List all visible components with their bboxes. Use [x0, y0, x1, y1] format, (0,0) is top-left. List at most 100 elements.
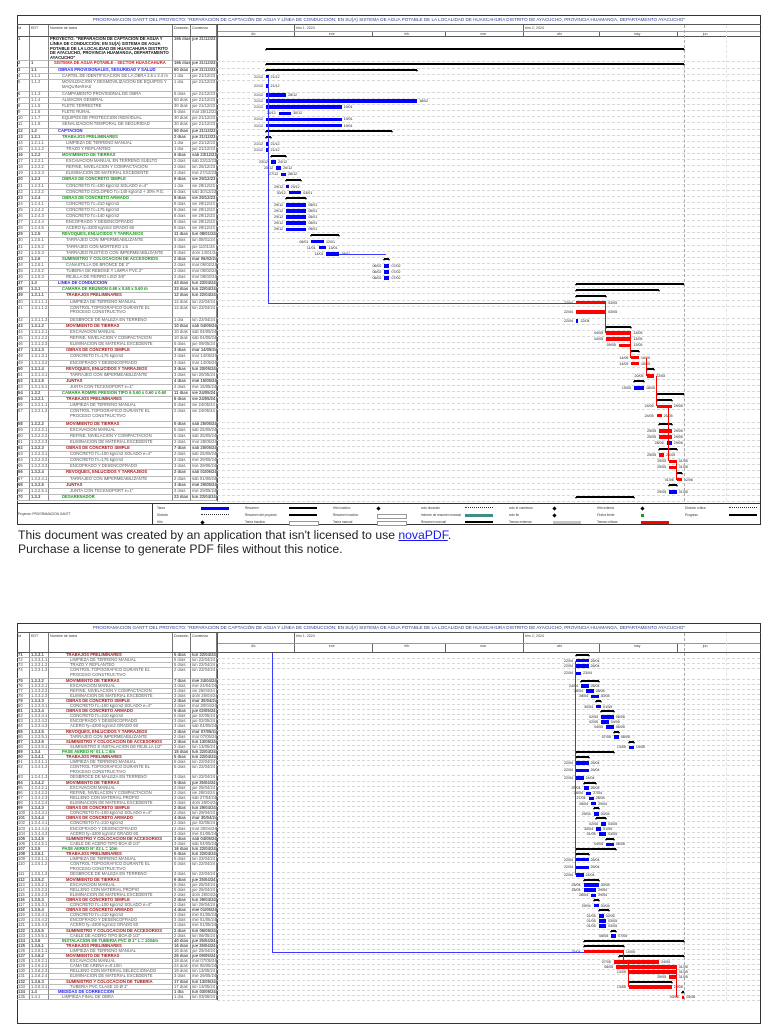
critical-task-bar[interactable] [659, 453, 665, 457]
summary-bar[interactable] [580, 679, 600, 683]
task-row[interactable]: 95 1.3.4.2.1 EXCAVACIÓN MANUAL 2 días jue 25… [17, 785, 760, 791]
critical-task-bar[interactable] [606, 337, 632, 341]
summary-bar[interactable] [658, 423, 673, 427]
summary-row[interactable]: 1 PROYECTO: "REPARACIÓN DE CAPTACIÓN DE A… [17, 37, 760, 62]
task-row[interactable]: 110 1.3.5.1.2 CONTROL TOPOGRÁFICO DURANTE … [17, 862, 760, 873]
critical-task-bar[interactable] [631, 361, 639, 366]
task-row[interactable]: 59 1.3.2.2.1 EXCAVACIÓN MANUAL 5 días sáb 25… [17, 427, 760, 434]
novapdf-link[interactable]: novaPDF [398, 528, 448, 542]
task-row[interactable]: 49 1.3.1.3.2 ENCOFRADO Y DESENCOFRADO 3 día… [17, 360, 760, 367]
summary-row[interactable]: 37 1.3 LÍNEA DE CONDUCCIÓN 43 días lun 22/04… [17, 281, 760, 288]
header-duration[interactable]: Duración [173, 633, 191, 652]
summary-bar[interactable] [632, 380, 646, 384]
task-row[interactable]: 93 1.3.4.1.3 DESBROCE DE MALEZA EN TERRENO… [17, 775, 760, 781]
task-bar[interactable] [593, 811, 599, 816]
summary-bar[interactable] [264, 62, 686, 66]
task-bar[interactable] [384, 270, 390, 274]
summary-row[interactable]: 55 1.3.2.1 TRABAJOS PRELIMINARES 6 días vie … [17, 397, 760, 404]
task-row[interactable]: 60 1.3.2.2.2 REFINE, NIVELACIÓN Y COMPACTA… [17, 433, 760, 440]
summary-row[interactable]: 52 1.3.1.5 JUNTAS 4 días mié 15/05/24 [17, 378, 760, 385]
task-row[interactable]: 106 1.3.4.5.1 CABLE DE ACERO TIPO BOA Ø 1/… [17, 841, 760, 847]
critical-task-bar[interactable] [575, 309, 607, 314]
task-row[interactable]: 97 1.3.4.2.3 RELLENO CON MATERIAL PROPIO 2 … [17, 795, 760, 801]
task-bar[interactable] [598, 924, 607, 928]
task-row[interactable]: 92 1.3.4.1.2 CONTROL TOPOGRÁFICO DURANTE E… [17, 765, 760, 776]
summary-row[interactable]: 89 1.3.4 PASE AÉREO N° 01 L = 8m 15 días lun… [17, 749, 760, 756]
task-row[interactable]: 80 1.3.3.3.1 CONCRETO f'c=100 kg/cm2 SOLAD… [17, 704, 760, 710]
header-id[interactable]: Id [17, 633, 30, 652]
task-bar[interactable] [266, 148, 269, 152]
task-row[interactable]: 51 1.3.1.4.1 TARRAJEO CON IMPERMEABILIZANT… [17, 372, 760, 379]
task-bar[interactable] [286, 227, 307, 232]
task-row[interactable]: 14 1.2.1.1 LIMPIEZA DE TERRENO MANUAL 1 día… [17, 140, 760, 147]
task-bar[interactable] [266, 105, 342, 109]
critical-task-bar[interactable] [631, 355, 639, 360]
summary-bar[interactable] [285, 178, 303, 182]
task-bar[interactable] [669, 490, 677, 494]
task-row[interactable]: 84 1.3.3.4.3 ACERO fy=4200 kg/cm2 GRADO 60… [17, 724, 760, 730]
task-row[interactable]: 41 1.3.1.1.2 CONTROL TOPOGRÁFICO DURANTE E… [17, 305, 760, 318]
task-row[interactable]: 44 1.3.1.2.1 EXCAVACIÓN MANUAL 10 días sáb 0… [17, 330, 760, 337]
task-row[interactable]: 65 1.3.2.3.3 ENCOFRADO Y DESENCOFRADO 3 día… [17, 464, 760, 471]
task-bar[interactable] [583, 786, 589, 791]
summary-row[interactable]: 39 1.3.1.1 TRABAJOS PRELIMINARES 12 días lun… [17, 293, 760, 300]
summary-bar[interactable] [597, 909, 610, 913]
task-row[interactable]: 82 1.3.3.4.1 CONCRETO f'c=210 kg/cm2 5 días… [17, 714, 760, 720]
summary-row[interactable]: 20 1.2.3 OBRAS DE CONCRETO SIMPLE 6 días vie… [17, 177, 760, 184]
task-row[interactable]: 24 1.2.4.1 CONCRETO f'c=210 kg/cm2 8 días vi… [17, 201, 760, 208]
summary-bar[interactable] [668, 484, 678, 488]
critical-task-bar[interactable] [606, 331, 632, 335]
task-row[interactable]: 57 1.3.2.1.2 CONTROL TOPOGRÁFICO DURANTE E… [17, 409, 760, 422]
task-row[interactable]: 67 1.3.2.4.1 TARRAJEO CON IMPERMEABILIZANT… [17, 476, 760, 483]
task-row[interactable]: 17 1.2.2.1 EXCAVACIÓN MANUAL EN TERRENO SU… [17, 159, 760, 166]
task-row[interactable]: 53 1.3.1.5.1 JUNTA CON TECKNOPORT e=1" 4 dí… [17, 385, 760, 392]
task-bar[interactable] [286, 215, 307, 219]
summary-row[interactable]: 13 1.2.1 TRABAJOS PRELIMINARES 2 días jue 21… [17, 134, 760, 141]
summary-row[interactable]: 75 1.3.3.2 MOVIMIENTO DE TIERRAS 7 días mié … [17, 678, 760, 684]
task-row[interactable]: 7 1.1.4 ALMACÉN GENERAL 60 días jue 21/12/23 [17, 98, 760, 105]
task-bar[interactable] [575, 671, 581, 676]
task-bar[interactable] [583, 883, 599, 887]
task-bar[interactable] [266, 123, 342, 128]
task-bar[interactable] [666, 441, 672, 445]
task-bar[interactable] [598, 914, 604, 918]
summary-bar[interactable] [574, 294, 608, 298]
summary-bar[interactable] [627, 980, 673, 984]
task-bar[interactable] [598, 832, 607, 836]
task-row[interactable]: 26 1.2.4.3 CONCRETO f'c=140 kg/cm2 8 días vi… [17, 214, 760, 221]
summary-bar[interactable] [582, 878, 600, 882]
task-bar[interactable] [596, 827, 602, 831]
task-row[interactable]: 100 1.3.4.3.1 CONCRETO f'c=100 kg/cm2 SOLA… [17, 811, 760, 817]
summary-bar[interactable] [627, 740, 635, 744]
summary-bar[interactable] [574, 751, 615, 754]
task-bar[interactable] [583, 888, 597, 893]
task-row[interactable]: 96 1.3.4.2.2 REFINE, NIVELACIÓN Y COMPACTA… [17, 790, 760, 796]
summary-row[interactable]: 43 1.3.1.2 MOVIMIENTO DE TIERRAS 10 días sáb… [17, 323, 760, 331]
task-row[interactable]: 8 1.1.5 FLETE TERRESTRE 30 días jue 21/12/23 [17, 104, 760, 111]
task-bar[interactable] [326, 251, 340, 256]
critical-task-bar[interactable] [669, 465, 677, 470]
task-row[interactable]: 88 1.3.3.6.1 SUMINISTRO E INSTALACIÓN DE R… [17, 744, 760, 750]
header-id[interactable]: Id [17, 25, 30, 36]
task-bar[interactable] [633, 386, 644, 390]
summary-row[interactable]: 94 1.3.4.2 MOVIMIENTO DE TIERRAS 5 días jue … [17, 780, 760, 786]
task-bar[interactable] [575, 865, 589, 870]
task-row[interactable]: 9 1.1.6 FLETE RURAL 5 días mar 26/12/23 [17, 110, 760, 117]
task-bar[interactable] [601, 714, 614, 719]
task-bar[interactable] [281, 172, 287, 177]
task-bar[interactable] [286, 184, 289, 189]
summary-row[interactable]: 38 1.3.1 CÁMARA DE REUNIÓN 0.60 x 0.60 x 0… [17, 287, 760, 294]
summary-row[interactable]: 16 1.2.2 MOVIMIENTO DE TIERRAS 6 días sáb 23… [17, 153, 760, 160]
task-row[interactable]: 40 1.3.1.1.1 LIMPIEZA DE TERRENO MANUAL 12 … [17, 299, 760, 306]
critical-task-bar[interactable] [659, 428, 672, 433]
summary-row[interactable]: 54 1.3.2 CÁMARA ROMPE PRESIÓN TIPO 6 0.60 … [17, 391, 760, 398]
task-row[interactable]: 30 1.2.5.1 TARRAJEO CON IMPERMEABILIZANTE 5… [17, 238, 760, 245]
task-row[interactable]: 25 1.2.4.2 CONCRETO f'c=175 kg/cm2 8 días vi… [17, 207, 760, 215]
task-row[interactable]: 63 1.3.2.3.1 CONCRETO f'c=100 kg/cm2 SOLAD… [17, 452, 760, 459]
summary-bar[interactable] [582, 939, 686, 943]
summary-row[interactable]: 70 1.3.3 DESARENADOR 23 días lun 22/04/24 [17, 494, 760, 501]
task-bar[interactable] [601, 720, 609, 724]
task-row[interactable]: 72 1.3.3.1.1 LIMPIEZA DE TERRENO MANUAL 5 d… [17, 658, 760, 664]
task-bar[interactable] [266, 117, 342, 122]
summary-row[interactable]: 58 1.3.2.2 MOVIMIENTO DE TIERRAS 5 días sáb … [17, 421, 760, 428]
